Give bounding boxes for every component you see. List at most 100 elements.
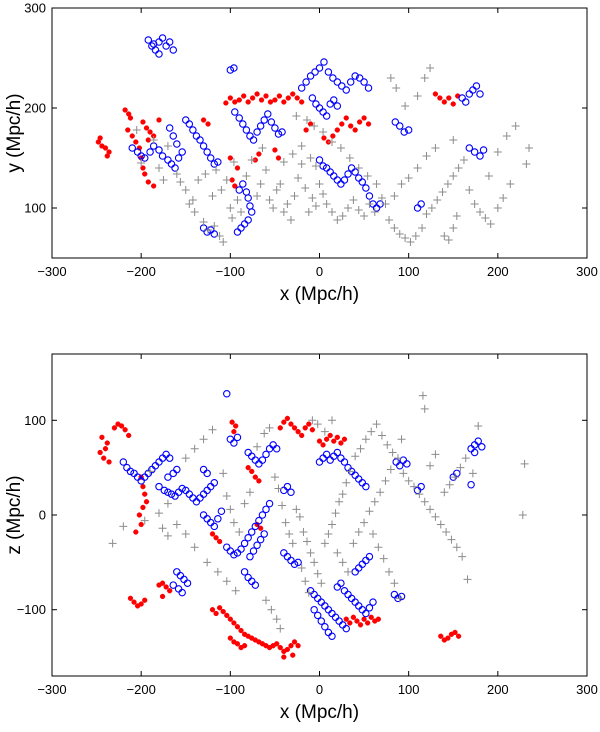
bottom-panel-blue-open-point-102 — [310, 605, 318, 614]
bottom-panel-red-filled-point-61 — [234, 624, 241, 630]
top-panel-grey-plus-point-31 — [283, 200, 292, 208]
bottom-panel-blue-open-point-146 — [417, 482, 425, 491]
top-panel-grey-plus-point-10 — [199, 218, 208, 226]
bottom-panel-blue-open-point-68 — [249, 547, 258, 555]
bottom-panel-blue-open-point-36 — [164, 473, 172, 481]
top-panel-red-filled-point-56 — [365, 121, 372, 127]
top-panel-red-filled-point-60 — [437, 95, 443, 101]
bottom-panel-grey-plus-point-48 — [351, 452, 360, 461]
top-panel-grey-plus-point-7 — [176, 178, 185, 186]
top-panel-x-tick-label-3: 0 — [316, 264, 323, 279]
top-panel-red-filled-point-9 — [125, 127, 131, 133]
bottom-panel-blue-open-point-74 — [244, 448, 252, 457]
bottom-panel-grey-plus-point-85 — [163, 531, 172, 540]
top-panel-grey-plus-point-116 — [440, 232, 449, 240]
top-panel-grey-plus-point-27 — [269, 204, 278, 212]
bottom-panel-ticks: −300 −200 −100 0 100 200 300 −100 0 100 — [17, 354, 598, 697]
bottom-panel-blue-open-point-121 — [358, 560, 367, 568]
top-panel-red-filled-point-67 — [256, 151, 262, 157]
bottom-panel-red-filled-point-101 — [213, 535, 219, 541]
top-panel-blue-open-point-44 — [253, 128, 261, 136]
top-panel-grey-plus-point-122 — [506, 180, 515, 188]
bottom-panel-blue-open-point-38 — [173, 465, 181, 474]
bottom-panel-red-filled-point-19 — [127, 595, 134, 601]
bottom-panel-grey-plus-point-81 — [390, 579, 399, 588]
bottom-panel-grey-plus-point-80 — [385, 567, 394, 576]
top-panel-blue-open-point-18 — [164, 156, 172, 164]
bottom-panel-red-filled-point-34 — [252, 474, 258, 480]
top-panel-blue-open-point-52 — [235, 186, 244, 194]
bottom-panel-grey-plus-point-27 — [274, 484, 283, 493]
top-panel-blue-open-point-13 — [140, 154, 149, 162]
top-panel-blue-open-point-121 — [470, 148, 479, 156]
bottom-panel-blue-open-point-64 — [265, 499, 274, 508]
bottom-panel-blue-open-point-52 — [223, 543, 231, 551]
top-panel-red-filled-point-26 — [232, 99, 238, 105]
top-panel-blue-open-point-99 — [347, 164, 356, 172]
bottom-panel-red-filled-point-88 — [357, 622, 364, 628]
bottom-panel-red-filled-point-105 — [281, 654, 287, 660]
top-panel-grey-plus-point-0 — [132, 126, 141, 134]
top-panel-grey-plus-point-2 — [149, 136, 158, 144]
top-panel-blue-open-point-95 — [333, 176, 342, 184]
bottom-panel-blue-open-point-6 — [126, 467, 135, 476]
bottom-panel-blue-open-point-61 — [255, 516, 263, 525]
top-panel-red-filled-point-62 — [446, 95, 452, 101]
top-panel-blue-open-point-58 — [244, 216, 252, 224]
top-panel-blue-open-point-47 — [264, 110, 272, 118]
bottom-panel-red-filled-point-44 — [306, 421, 312, 427]
top-panel-grey-plus-point-22 — [242, 172, 251, 180]
top-panel-red-filled-point-50 — [339, 121, 345, 127]
top-panel-red-filled-point-65 — [200, 117, 207, 123]
bottom-panel-blue-open-point-2 — [230, 439, 238, 447]
top-panel-grey-plus-point-28 — [272, 186, 281, 194]
bottom-panel-red-filled-point-39 — [288, 421, 294, 427]
top-panel-blue-open-point-56 — [246, 202, 254, 210]
bottom-panel-grey-plus-point-91 — [301, 577, 310, 586]
bottom-panel-red-filled-point-89 — [361, 616, 367, 622]
bottom-panel-red-filled-point-54 — [209, 607, 216, 613]
bottom-panel-blue-open-point-3 — [233, 433, 242, 442]
top-panel-grey-plus-point-53 — [385, 216, 394, 224]
bottom-panel-grey-plus-point-7 — [190, 543, 199, 552]
bottom-panel-blue-open-point-31 — [203, 486, 211, 495]
top-panel-blue-open-point-22 — [178, 148, 186, 156]
top-panel-blue-open-point-101 — [354, 174, 363, 182]
bottom-panel-blue-open-point-76 — [251, 456, 260, 464]
top-panel-red-filled-point-10 — [129, 133, 135, 139]
top-panel-x-axis-label: x (Mpc/h) — [280, 284, 359, 305]
top-panel-blue-open-point-97 — [340, 176, 349, 184]
top-panel-red-filled-point-38 — [285, 95, 291, 101]
bottom-panel-grey-plus-point-78 — [374, 543, 383, 552]
bottom-panel-grey-plus-point-89 — [327, 416, 336, 425]
top-panel-blue-open-point-51 — [278, 128, 286, 136]
top-panel-red-filled-point-49 — [334, 127, 340, 133]
top-panel-blue-open-point-37 — [230, 64, 238, 72]
bottom-panel-grey-plus-point-113 — [431, 450, 440, 459]
bottom-panel-grey-plus-point-35 — [303, 537, 312, 546]
bottom-panel-grey-plus-point-108 — [440, 488, 449, 497]
top-panel-blue-open-point-117 — [469, 86, 477, 94]
bottom-panel-red-filled-point-4 — [99, 434, 105, 440]
bottom-panel-red-filled-point-84 — [343, 616, 349, 622]
top-panel-grey-plus-point-55 — [395, 230, 404, 238]
bottom-panel-blue-open-point-118 — [369, 598, 377, 606]
bottom-panel-grey-plus-point-99 — [365, 507, 374, 516]
top-panel-grey-plus-point-87 — [372, 180, 381, 188]
top-panel-red-filled-point-37 — [281, 99, 287, 105]
bottom-panel-blue-open-point-90 — [287, 488, 295, 497]
top-panel-blue-open-point-74 — [333, 78, 342, 86]
top-panel-grey-plus-point-99 — [386, 74, 395, 82]
top-panel-blue-open-point-67 — [302, 78, 310, 86]
bottom-panel-grey-plus-point-100 — [370, 497, 379, 506]
bottom-panel-grey-plus-point-71 — [474, 421, 483, 430]
bottom-panel-blue-open-point-99 — [335, 617, 343, 625]
bottom-panel-grey-plus-point-97 — [354, 528, 363, 537]
top-panel-grey-plus-point-20 — [233, 196, 242, 204]
bottom-panel-red-filled-point-43 — [302, 425, 308, 431]
bottom-panel-blue-open-point-60 — [251, 522, 260, 531]
top-panel-grey-plus-point-58 — [411, 232, 420, 240]
top-panel-grey-plus-point-21 — [237, 208, 246, 216]
top-panel-blue-open-point-60 — [237, 224, 245, 232]
bottom-panel-grey-plus-point-68 — [458, 552, 467, 561]
